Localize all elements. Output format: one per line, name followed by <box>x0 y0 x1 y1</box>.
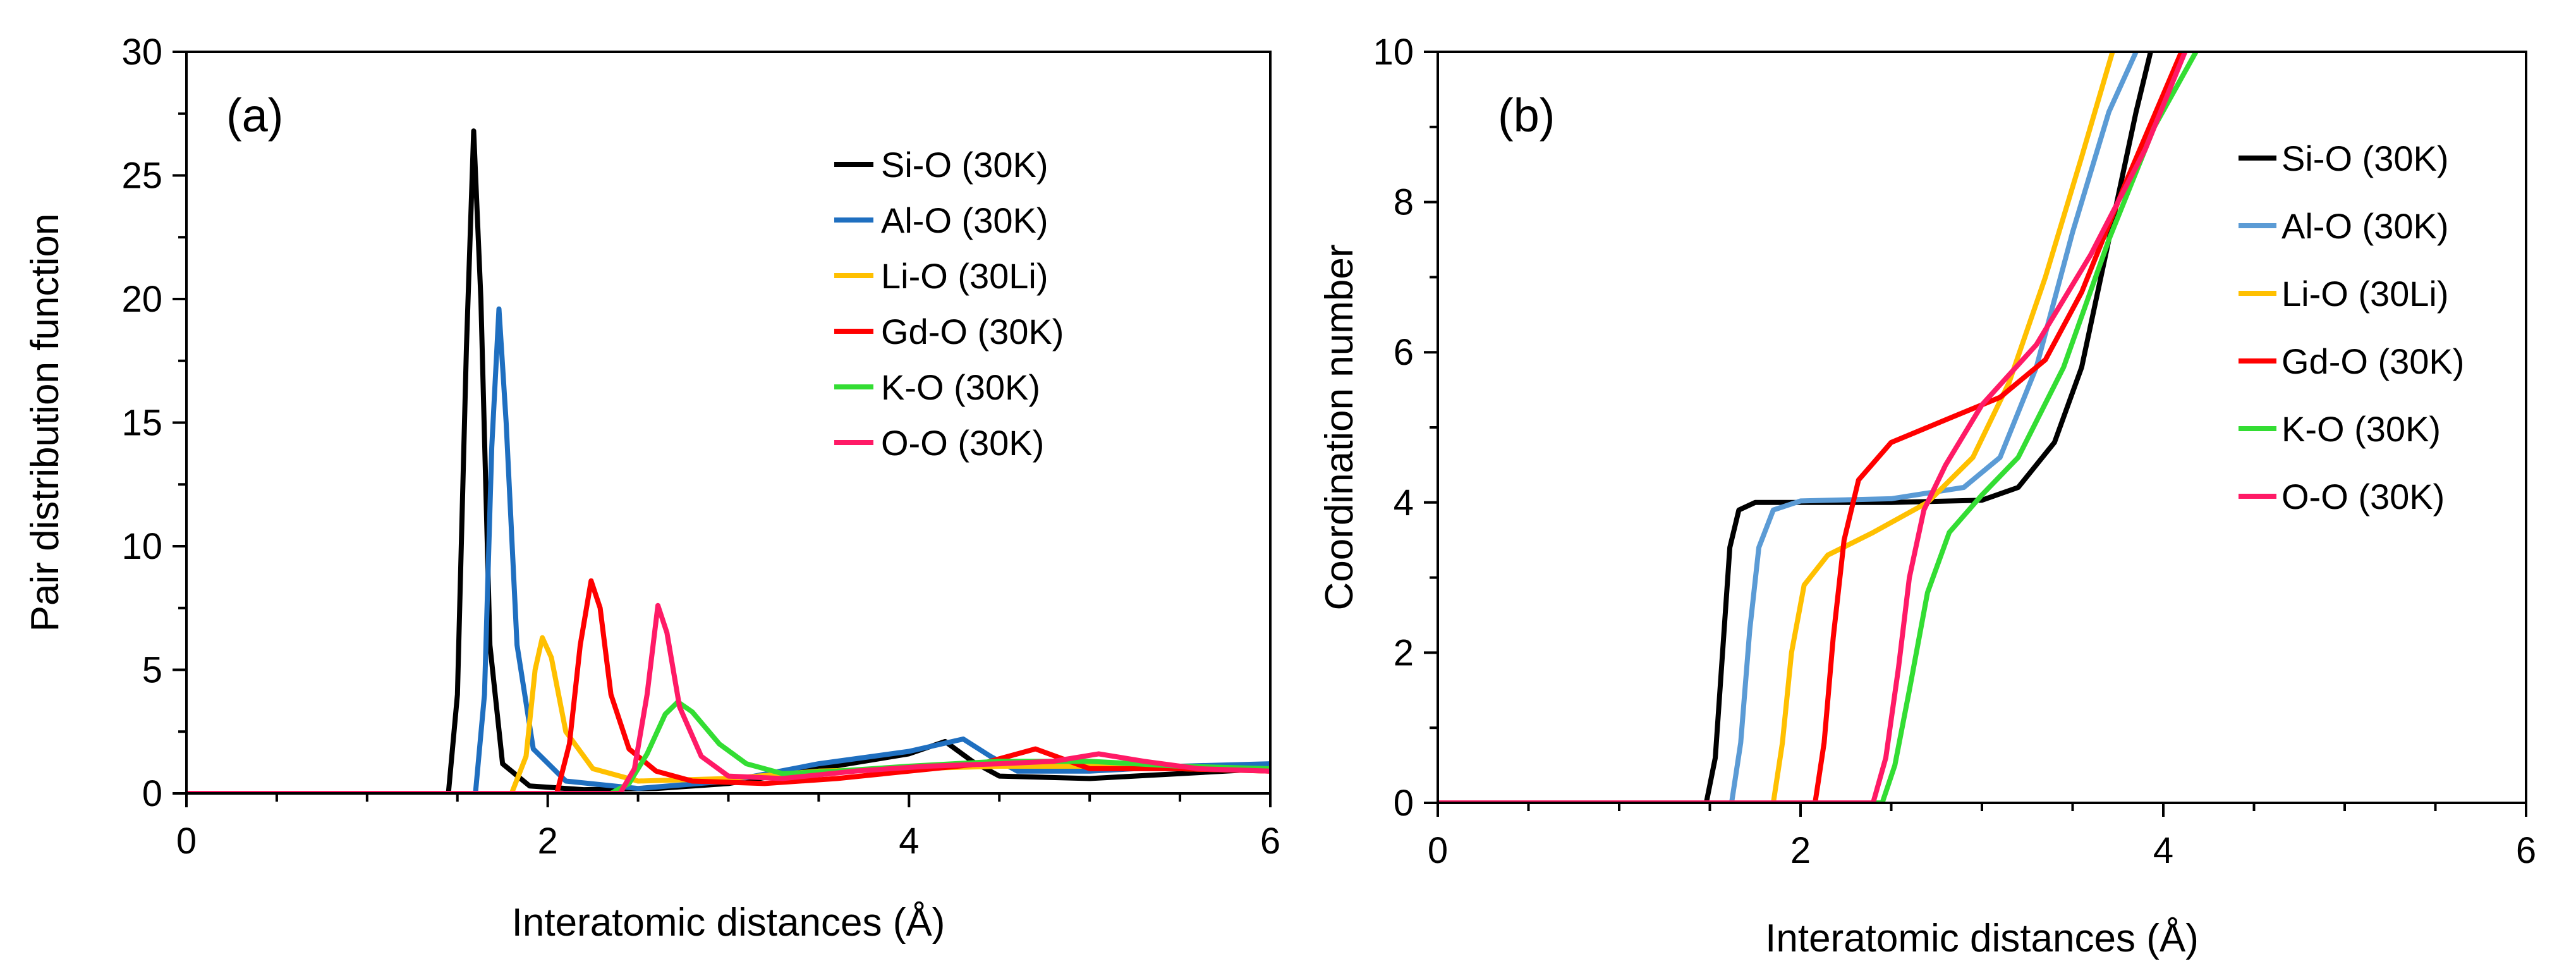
x-tick-label: 6 <box>1260 821 1280 862</box>
series-line-si-o-30k <box>186 128 1270 793</box>
series-line-li-o-30li <box>186 635 1270 793</box>
y-tick-label: 0 <box>1394 783 1414 824</box>
panel-label: (a) <box>226 89 283 142</box>
legend-label: Gd-O (30K) <box>2281 341 2464 381</box>
x-axis-title: Interatomic distances (Å) <box>1765 917 2199 960</box>
y-axis-title: Coordination number <box>1318 244 1361 610</box>
legend-label: Al-O (30K) <box>881 200 1048 240</box>
legend: Si-O (30K) Al-O (30K) Li-O (30Li) Gd-O (30K… <box>834 145 1064 463</box>
series-line-k-o-30k <box>1438 52 2199 803</box>
legend-label: O-O (30K) <box>881 423 1044 463</box>
y-tick-label: 0 <box>142 773 162 814</box>
series-line-o-o-30k <box>1438 52 2188 803</box>
legend-label: O-O (30K) <box>2281 477 2445 517</box>
y-tick-label: 10 <box>1373 32 1414 73</box>
chart-panel-b: 0 2 4 6 0 2 4 6 8 10 Interatomic distances (Å) Coor… <box>1318 32 2536 960</box>
x-tick-label: 0 <box>176 821 197 862</box>
y-axis-title: Pair distribution function <box>23 214 67 632</box>
y-tick-label: 10 <box>121 526 162 567</box>
y-tick-label: 2 <box>1394 632 1414 673</box>
y-tick-label: 5 <box>142 650 162 691</box>
x-tick-label: 2 <box>538 821 558 862</box>
y-tick-label: 6 <box>1394 332 1414 373</box>
chart-panel-a: 0 2 4 6 0 5 10 15 20 25 30 Interatomic distances (Å… <box>23 32 1280 944</box>
x-tick-label: 6 <box>2516 830 2536 871</box>
x-tick-label: 2 <box>1790 830 1811 871</box>
series-line-al-o-30k <box>1438 52 2139 803</box>
legend-label: Li-O (30Li) <box>2281 274 2449 314</box>
series-line-li-o-30li <box>1438 52 2115 803</box>
legend-label: K-O (30K) <box>2281 409 2441 449</box>
y-tick-label: 4 <box>1394 482 1414 523</box>
legend-label: Si-O (30K) <box>2281 138 2449 178</box>
series-line-al-o-30k <box>186 306 1270 793</box>
y-tick-label: 30 <box>121 32 162 73</box>
legend-label: K-O (30K) <box>881 367 1040 407</box>
legend-label: Al-O (30K) <box>2281 206 2449 246</box>
series-line-si-o-30k <box>1438 52 2153 803</box>
y-tick-label: 25 <box>121 156 162 197</box>
x-tick-label: 4 <box>2153 830 2173 871</box>
plot-frame <box>185 51 1272 795</box>
legend-label: Gd-O (30K) <box>881 312 1064 351</box>
legend-label: Si-O (30K) <box>881 145 1048 185</box>
legend: Si-O (30K) Al-O (30K) Li-O (30Li) Gd-O (30K… <box>2239 138 2464 517</box>
panel-label: (b) <box>1498 89 1555 142</box>
y-tick-label: 8 <box>1394 182 1414 223</box>
series-line-gd-o-30k <box>1438 52 2184 803</box>
y-tick-label: 20 <box>121 279 162 320</box>
x-axis-title: Interatomic distances (Å) <box>512 901 945 944</box>
x-tick-label: 0 <box>1428 830 1448 871</box>
legend-label: Li-O (30Li) <box>881 256 1048 296</box>
series-line-o-o-30k <box>186 602 1270 793</box>
x-tick-label: 4 <box>899 821 919 862</box>
y-tick-label: 15 <box>121 403 162 444</box>
